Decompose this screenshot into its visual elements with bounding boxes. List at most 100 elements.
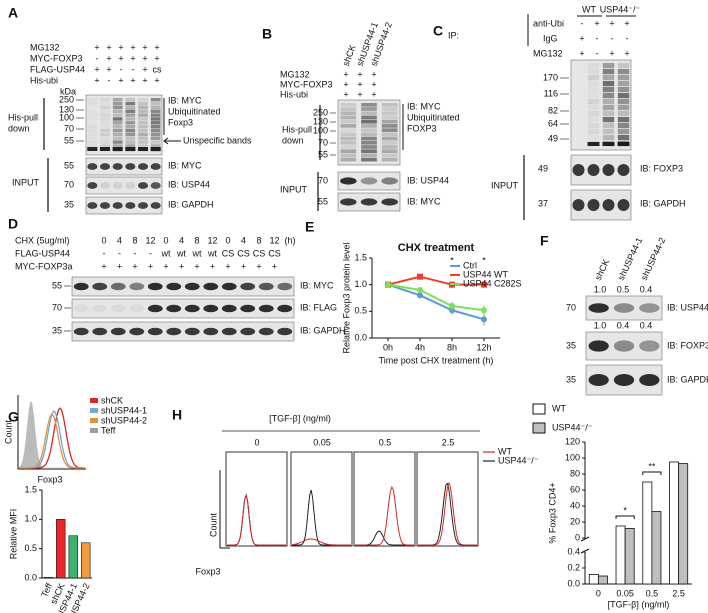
smear	[138, 105, 148, 110]
point	[481, 307, 487, 314]
smear	[602, 87, 615, 93]
smear	[100, 144, 110, 148]
lane-sign: 8	[256, 235, 261, 245]
lane-sign: 8	[194, 235, 199, 245]
band	[87, 202, 98, 209]
smear	[381, 136, 398, 141]
lane-sign: +	[142, 42, 147, 52]
smear	[602, 117, 615, 123]
band	[92, 304, 108, 313]
smear	[150, 117, 161, 121]
histogram	[19, 400, 85, 468]
label: INPUT	[12, 177, 40, 187]
band	[602, 164, 615, 176]
legend-label: WT	[552, 403, 566, 413]
legend-label: shUSP44-2	[101, 415, 147, 425]
smear	[381, 157, 398, 162]
band	[87, 182, 98, 189]
legend-label: USP44 C282S	[463, 278, 522, 288]
smear	[361, 124, 377, 128]
lane-sign: CS	[253, 248, 266, 258]
bar	[642, 481, 653, 585]
smear	[112, 109, 123, 113]
legend-swatch	[90, 418, 98, 423]
marker: 55	[318, 149, 328, 159]
smear	[381, 145, 398, 149]
quant: 0.4	[640, 284, 653, 294]
smear	[361, 107, 377, 111]
smear	[112, 117, 123, 121]
band	[588, 303, 609, 313]
band	[639, 340, 660, 352]
label: FLAG-USP44	[30, 64, 85, 74]
smear	[361, 153, 377, 158]
band	[203, 282, 219, 291]
band	[110, 304, 126, 313]
smear	[88, 98, 98, 101]
band	[87, 163, 98, 170]
band	[150, 147, 161, 151]
lane-sign: +	[624, 48, 629, 58]
smear	[138, 128, 148, 133]
label: MYC-FOXP3	[280, 79, 333, 89]
smear	[602, 69, 615, 75]
unit: (h)	[285, 235, 296, 245]
bar	[678, 463, 689, 585]
smear	[112, 128, 123, 133]
band	[258, 327, 274, 336]
smear	[617, 93, 630, 99]
histogram	[418, 481, 477, 546]
smear	[150, 101, 161, 106]
band	[147, 282, 163, 291]
label: MYC-FOXP3a	[15, 261, 73, 271]
band	[587, 142, 600, 146]
y-tick-label: 0.5	[24, 543, 37, 553]
smear	[587, 69, 600, 75]
marker: 130	[59, 104, 74, 114]
smear	[587, 99, 600, 105]
smear	[602, 81, 615, 87]
legend-label: shCK	[101, 395, 123, 405]
smear	[138, 109, 148, 113]
band	[588, 340, 609, 352]
annotation: *	[482, 255, 486, 265]
band	[112, 163, 123, 170]
band	[184, 327, 200, 336]
bar	[615, 525, 626, 585]
sig-bracket	[615, 515, 635, 519]
smear	[617, 87, 630, 93]
band	[360, 198, 378, 206]
quant: 1.0	[594, 320, 607, 330]
lane-sign: wt	[192, 248, 202, 258]
label: IB: MYC	[407, 101, 441, 111]
marker: 250	[59, 94, 74, 104]
legend-swatch	[532, 422, 546, 434]
blot	[71, 321, 295, 342]
blot	[337, 99, 401, 166]
band	[258, 282, 274, 291]
label: MG132	[280, 69, 310, 79]
lane-sign: +	[163, 261, 168, 271]
band	[639, 303, 660, 313]
label: INPUT	[280, 184, 308, 194]
smear	[381, 124, 398, 128]
band	[613, 374, 635, 386]
smear	[87, 117, 98, 121]
band	[277, 282, 293, 291]
smear	[381, 119, 398, 124]
smear	[602, 63, 615, 69]
lane-sign: +	[609, 18, 614, 28]
band	[73, 304, 89, 313]
band	[381, 177, 398, 185]
smear	[340, 103, 357, 107]
band	[112, 202, 123, 209]
smear	[381, 103, 398, 107]
lane-sign: +	[118, 53, 123, 63]
band	[258, 304, 274, 313]
smear	[340, 107, 357, 111]
smear	[100, 109, 110, 113]
smear	[381, 128, 398, 132]
smear	[150, 128, 161, 133]
lane-sign: CS	[237, 248, 250, 258]
